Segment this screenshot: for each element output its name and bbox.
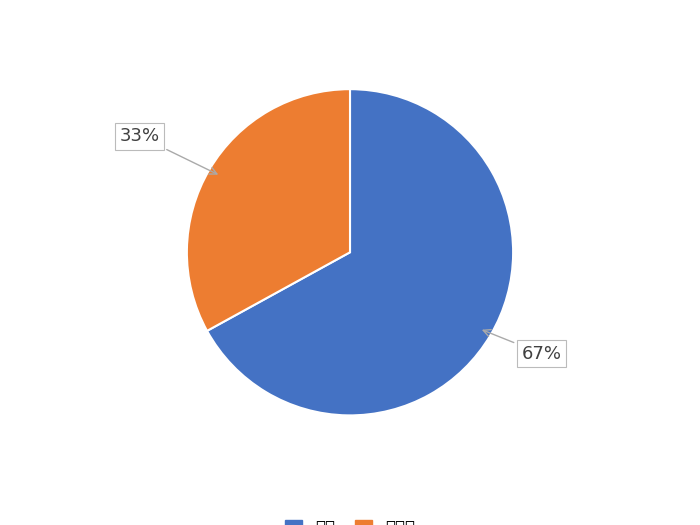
Wedge shape xyxy=(187,89,350,331)
Wedge shape xyxy=(207,89,513,415)
Text: 67%: 67% xyxy=(483,330,561,363)
Legend: はい, いいえ: はい, いいえ xyxy=(285,519,415,525)
Text: 33%: 33% xyxy=(119,127,217,174)
